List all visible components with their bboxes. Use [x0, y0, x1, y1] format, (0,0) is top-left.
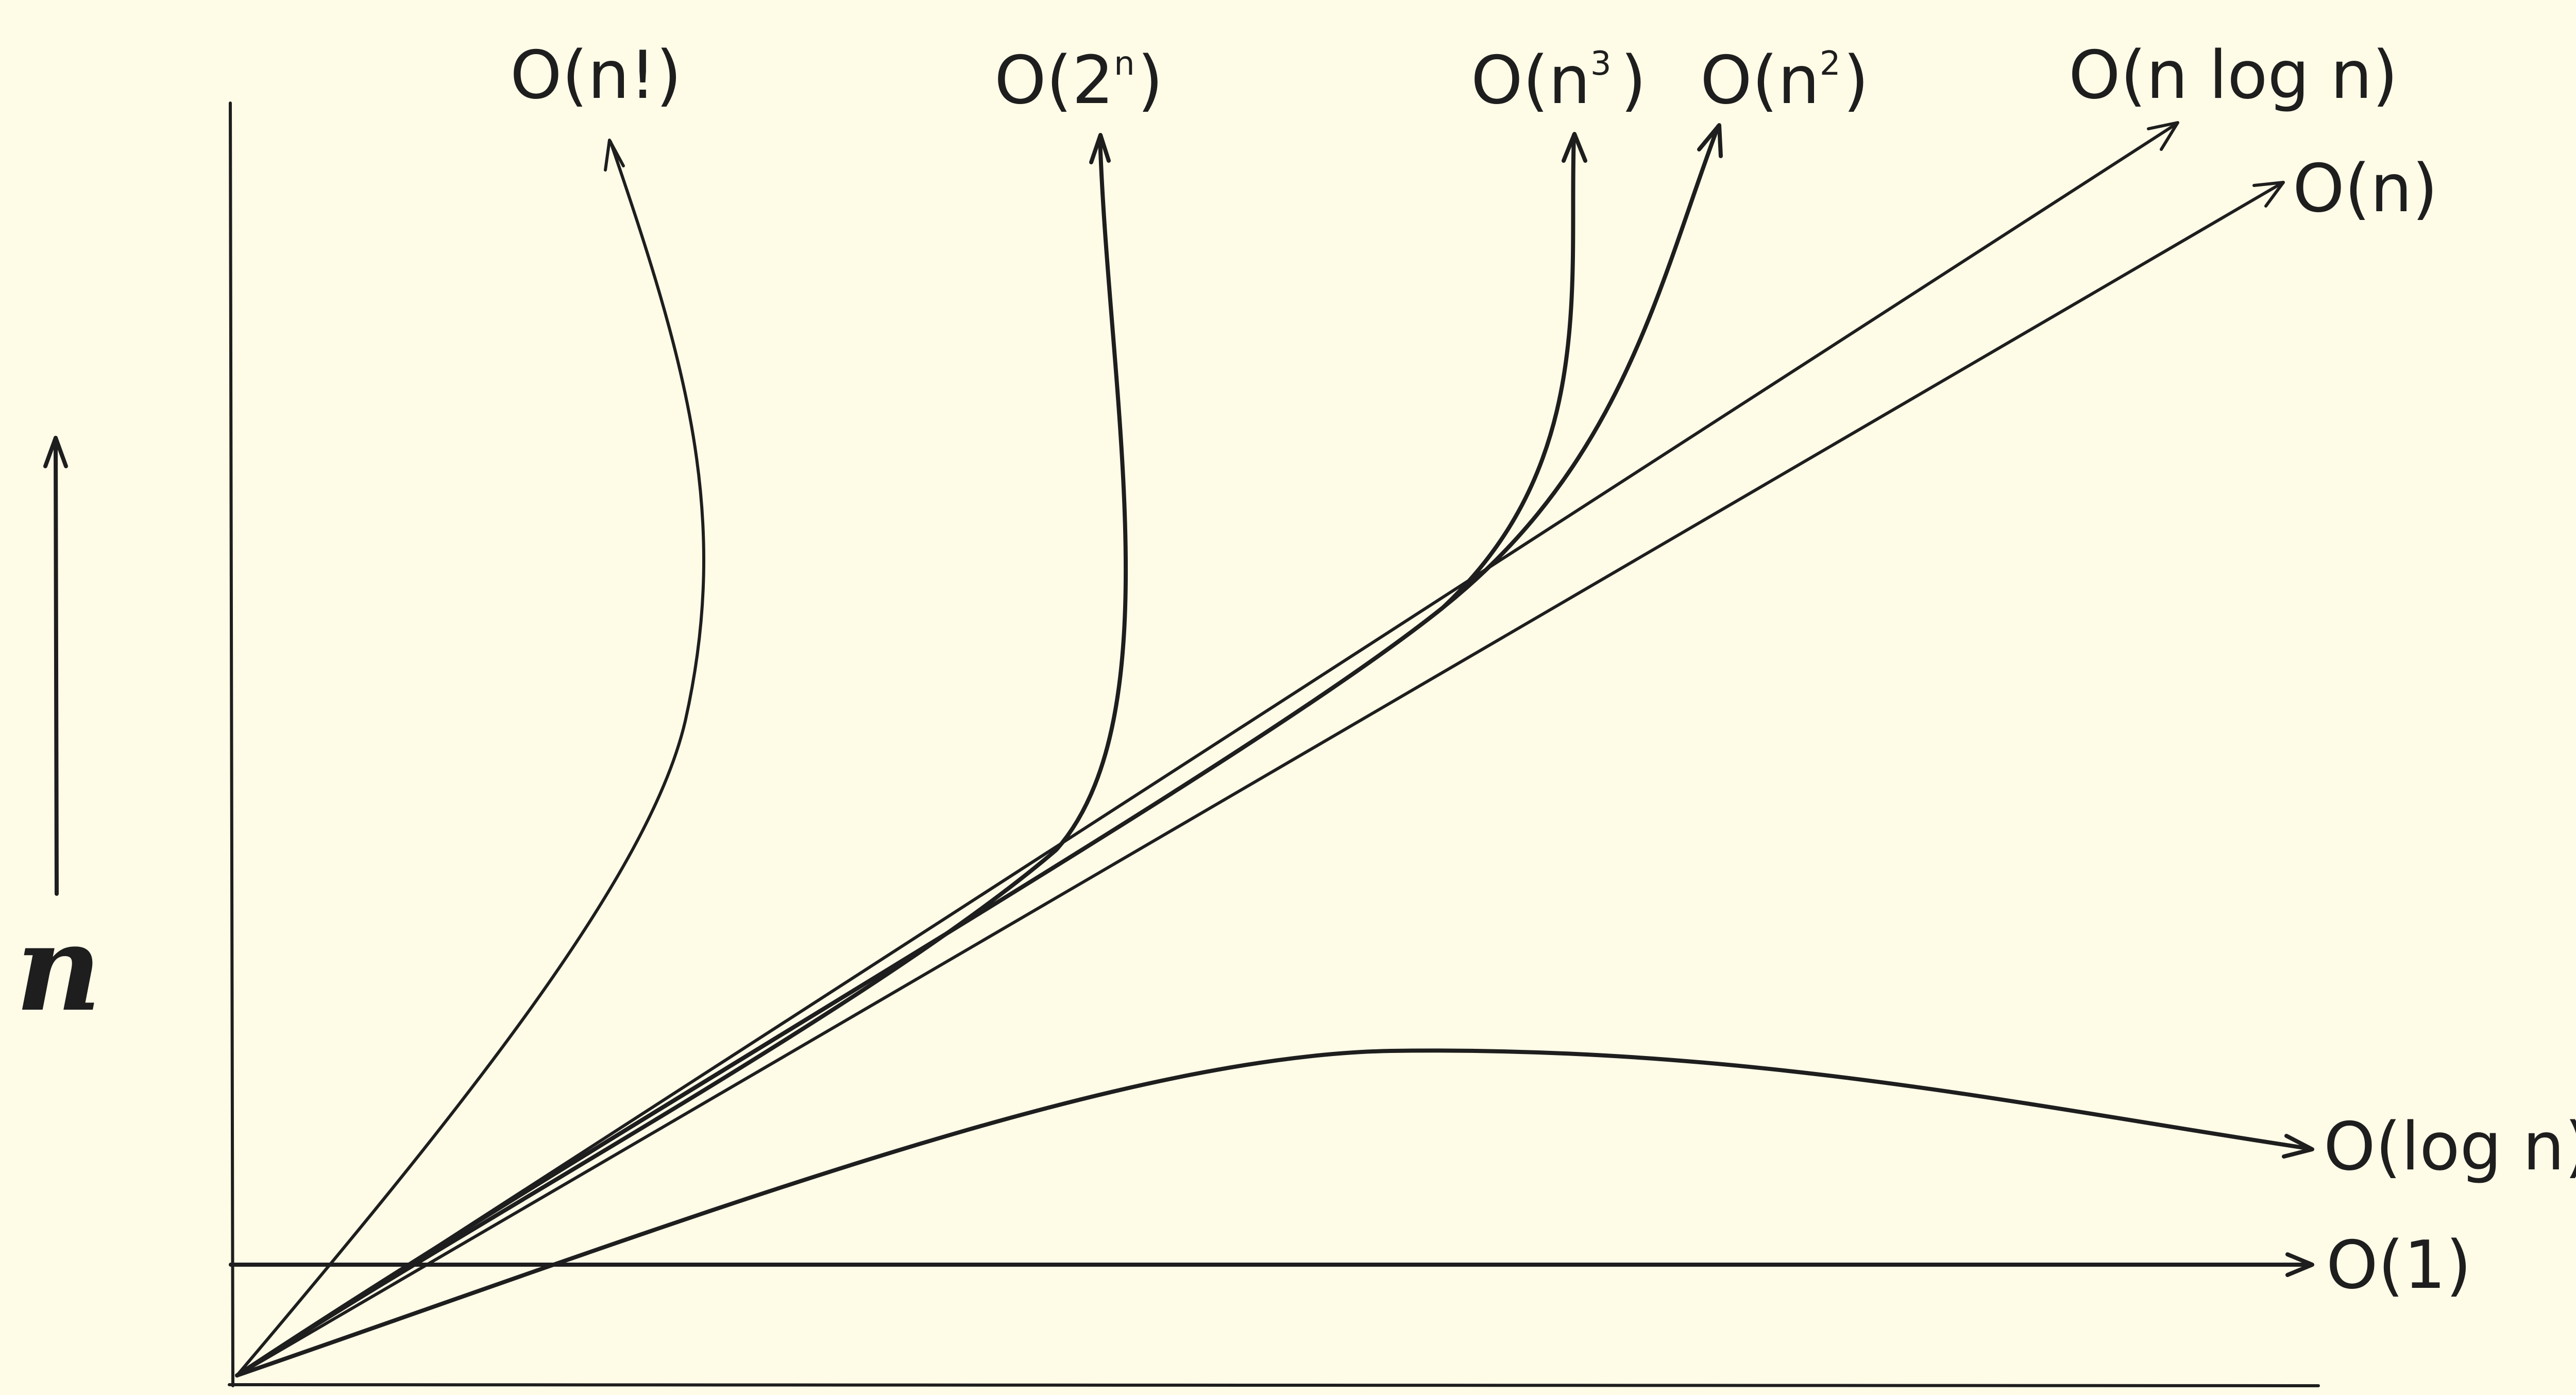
y-direction-arrow: [54, 436, 59, 896]
curve-exponential: [235, 134, 1128, 1377]
y-axis: [229, 101, 234, 1387]
curve-logarithmic: [235, 1048, 2313, 1377]
curve-constant-arrowhead: [2285, 1252, 2314, 1277]
label-logarithmic: O(log n): [2324, 1109, 2576, 1185]
curve-linear: [235, 181, 2284, 1377]
label-factorial: O(n!): [510, 37, 682, 114]
x-axis: [228, 1383, 2320, 1387]
curve-quadratic-arrowhead: [1697, 123, 1723, 158]
label-cubic: O(n3): [1471, 42, 1646, 119]
label-quadratic: O(n2): [1700, 42, 1869, 119]
curve-logarithmic-arrowhead: [2282, 1134, 2314, 1159]
label-constant: O(1): [2326, 1227, 2471, 1304]
curve-cubic: [235, 133, 1576, 1377]
y-axis-label: n: [15, 899, 101, 1038]
y-direction-arrowhead: [43, 436, 68, 468]
label-nlogn: O(n log n): [2069, 37, 2398, 114]
curve-linear-arrowhead: [2252, 181, 2285, 208]
curve-factorial-arrowhead: [604, 139, 625, 172]
label-exponential: O(2n): [994, 42, 1163, 119]
curve-exponential-arrowhead: [1089, 133, 1111, 164]
curve-quadratic: [235, 124, 1720, 1377]
curve-nlogn: [235, 122, 2178, 1377]
curve-cubic-arrowhead: [1562, 132, 1587, 163]
curve-nlogn-arrowhead: [2147, 121, 2179, 151]
curve-factorial: [235, 140, 705, 1377]
label-linear: O(n): [2293, 150, 2438, 227]
